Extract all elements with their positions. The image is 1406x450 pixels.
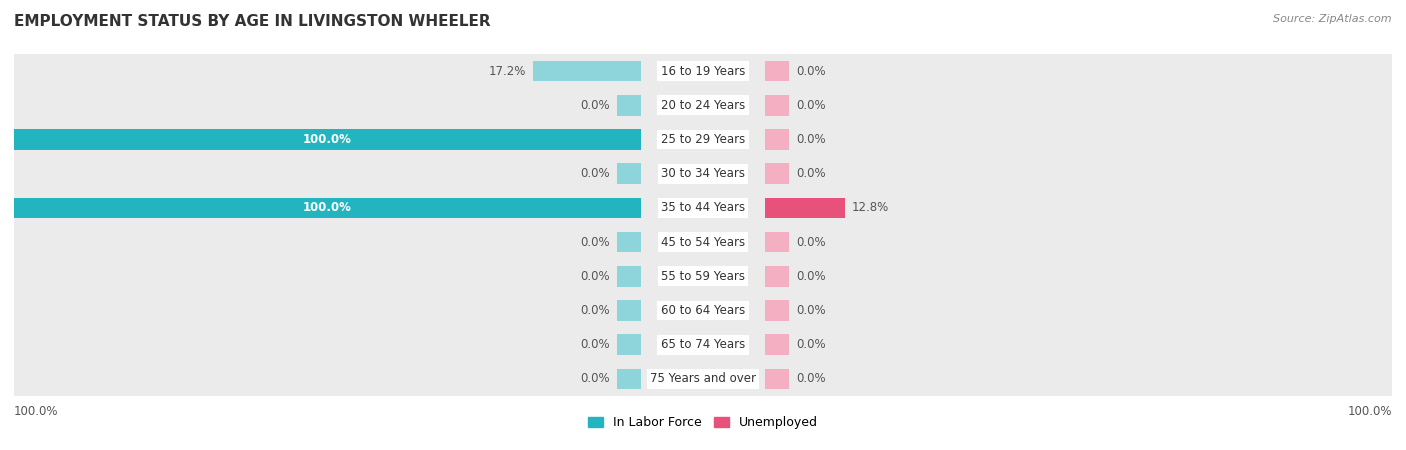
- Text: 0.0%: 0.0%: [581, 167, 610, 180]
- Text: 100.0%: 100.0%: [14, 405, 59, 418]
- Text: 25 to 29 Years: 25 to 29 Years: [661, 133, 745, 146]
- FancyBboxPatch shape: [14, 351, 1392, 406]
- Bar: [765, 369, 789, 389]
- FancyBboxPatch shape: [14, 283, 1392, 338]
- Bar: [14, 129, 641, 150]
- Bar: [765, 163, 789, 184]
- Bar: [617, 95, 641, 116]
- Text: 0.0%: 0.0%: [796, 373, 825, 385]
- Text: 65 to 74 Years: 65 to 74 Years: [661, 338, 745, 351]
- FancyBboxPatch shape: [14, 180, 1392, 235]
- Text: 60 to 64 Years: 60 to 64 Years: [661, 304, 745, 317]
- Text: 0.0%: 0.0%: [796, 133, 825, 146]
- Bar: [765, 334, 789, 355]
- Bar: [617, 266, 641, 287]
- Text: EMPLOYMENT STATUS BY AGE IN LIVINGSTON WHEELER: EMPLOYMENT STATUS BY AGE IN LIVINGSTON W…: [14, 14, 491, 28]
- FancyBboxPatch shape: [14, 249, 1392, 304]
- Text: 45 to 54 Years: 45 to 54 Years: [661, 236, 745, 248]
- Bar: [765, 232, 789, 252]
- Text: 0.0%: 0.0%: [581, 236, 610, 248]
- Text: 0.0%: 0.0%: [581, 373, 610, 385]
- Bar: [765, 266, 789, 287]
- Text: 0.0%: 0.0%: [581, 338, 610, 351]
- Bar: [617, 300, 641, 321]
- FancyBboxPatch shape: [14, 215, 1392, 270]
- Bar: [617, 334, 641, 355]
- FancyBboxPatch shape: [14, 317, 1392, 372]
- FancyBboxPatch shape: [14, 146, 1392, 201]
- Text: 30 to 34 Years: 30 to 34 Years: [661, 167, 745, 180]
- Bar: [617, 163, 641, 184]
- Text: 12.8%: 12.8%: [852, 202, 890, 214]
- Text: 16 to 19 Years: 16 to 19 Years: [661, 65, 745, 77]
- Bar: [765, 198, 845, 218]
- Text: 0.0%: 0.0%: [796, 270, 825, 283]
- Bar: [765, 129, 789, 150]
- Text: 100.0%: 100.0%: [304, 133, 352, 146]
- Text: 17.2%: 17.2%: [489, 65, 526, 77]
- Text: 100.0%: 100.0%: [1347, 405, 1392, 418]
- Text: 55 to 59 Years: 55 to 59 Years: [661, 270, 745, 283]
- Text: 20 to 24 Years: 20 to 24 Years: [661, 99, 745, 112]
- Bar: [533, 61, 641, 81]
- Bar: [765, 95, 789, 116]
- Bar: [765, 61, 789, 81]
- Text: Source: ZipAtlas.com: Source: ZipAtlas.com: [1274, 14, 1392, 23]
- Text: 0.0%: 0.0%: [581, 304, 610, 317]
- FancyBboxPatch shape: [14, 78, 1392, 133]
- Bar: [14, 198, 641, 218]
- Text: 0.0%: 0.0%: [796, 99, 825, 112]
- Text: 0.0%: 0.0%: [581, 270, 610, 283]
- Text: 35 to 44 Years: 35 to 44 Years: [661, 202, 745, 214]
- Text: 0.0%: 0.0%: [581, 99, 610, 112]
- Legend: In Labor Force, Unemployed: In Labor Force, Unemployed: [583, 411, 823, 434]
- Text: 100.0%: 100.0%: [304, 202, 352, 214]
- Bar: [617, 369, 641, 389]
- Text: 0.0%: 0.0%: [796, 167, 825, 180]
- Bar: [617, 232, 641, 252]
- Text: 75 Years and over: 75 Years and over: [650, 373, 756, 385]
- Text: 0.0%: 0.0%: [796, 304, 825, 317]
- Text: 0.0%: 0.0%: [796, 338, 825, 351]
- FancyBboxPatch shape: [14, 112, 1392, 167]
- Text: 0.0%: 0.0%: [796, 65, 825, 77]
- Bar: [765, 300, 789, 321]
- FancyBboxPatch shape: [14, 44, 1392, 99]
- Text: 0.0%: 0.0%: [796, 236, 825, 248]
